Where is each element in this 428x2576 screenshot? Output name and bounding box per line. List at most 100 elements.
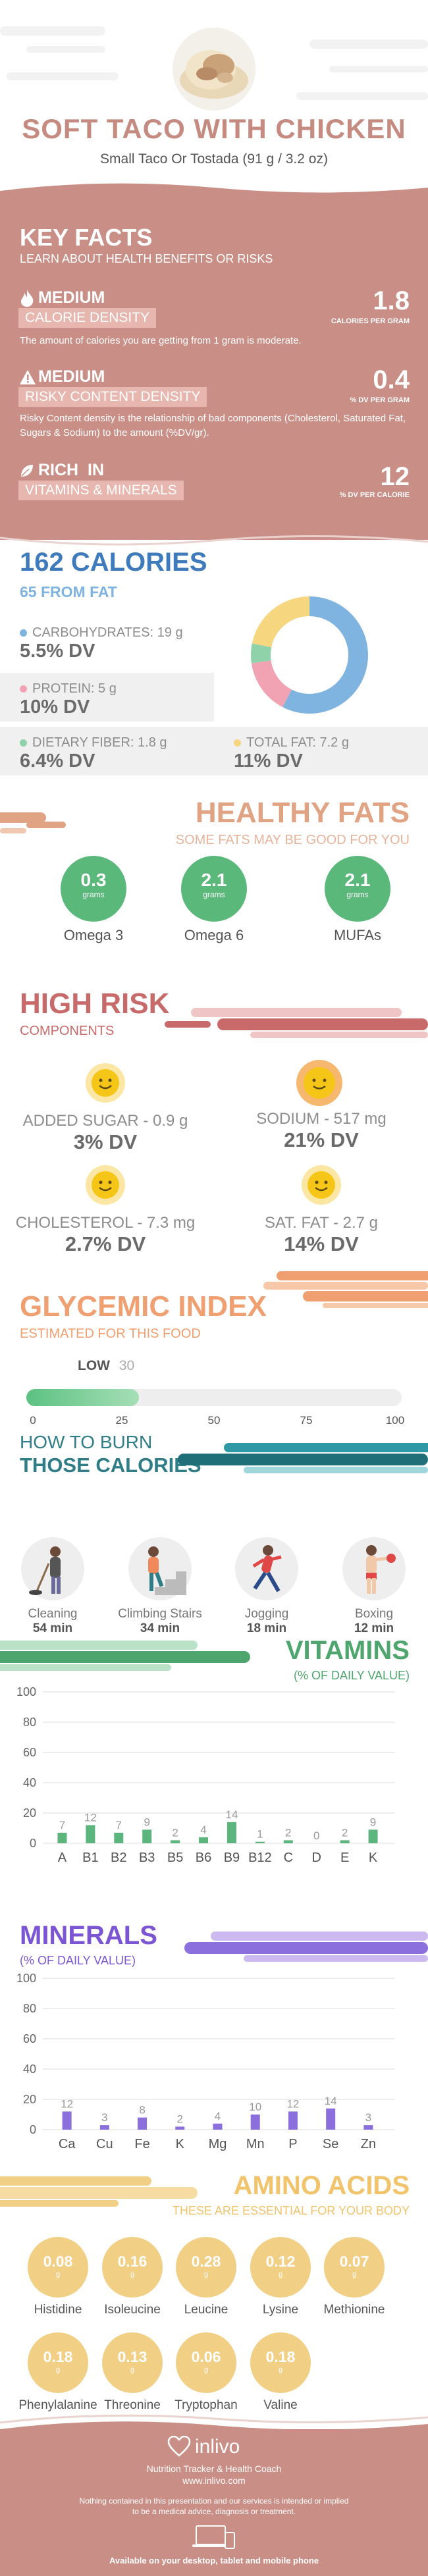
- x-tick-label: Mn: [246, 2137, 265, 2151]
- burn-title-2: THOSE CALORIES: [20, 1454, 201, 1477]
- omega6-name: Omega 6: [184, 927, 244, 943]
- burn-cleaning: Cleaning 54 min: [3, 1537, 102, 1636]
- bar: [62, 2111, 72, 2130]
- bar: [255, 1841, 265, 1843]
- jogging-min: 18 min: [246, 1621, 287, 1635]
- calories-from-fat: 65 FROM FAT: [20, 583, 117, 600]
- brand-name: inlivo: [195, 2436, 240, 2458]
- key-facts-subtitle: LEARN ABOUT HEALTH BENEFITS OR RISKS: [20, 252, 273, 265]
- x-tick-label: Cu: [96, 2137, 113, 2151]
- risk-stripes: [165, 1008, 428, 1038]
- header-stripes: [0, 0, 428, 197]
- burn-title-1: HOW TO BURN: [20, 1432, 153, 1452]
- amino-item: 0.07 g Methionine: [305, 2237, 404, 2317]
- bar: [250, 2115, 260, 2130]
- gi-value: 30: [119, 1358, 135, 1373]
- amino-item: 0.08 g Histidine: [9, 2237, 107, 2317]
- amino-circle: 0.08 g: [28, 2237, 88, 2298]
- bar: [138, 2117, 147, 2130]
- brand-site[interactable]: www.inlivo.com: [182, 2475, 246, 2486]
- cleaning-min: 54 min: [32, 1621, 73, 1635]
- amino-name: Isoleucine: [104, 2303, 161, 2317]
- bar-value-label: 7: [59, 1819, 65, 1831]
- macro-fat: TOTAL FAT: 7.2 g 11% DV: [234, 735, 349, 772]
- x-tick-label: B2: [111, 1851, 126, 1865]
- bar: [363, 2125, 373, 2130]
- sat-fat-dv: 14% DV: [284, 1232, 359, 1255]
- donut-slice: [251, 660, 292, 708]
- minerals-chart: 0 20 40 60 80 100 12 Ca 3 Cu 8 Fe 2 K 4 Mg 10 Mn 12 P 14 Se 3 Z…: [16, 1972, 395, 2151]
- brand-tagline: Nutrition Tracker & Health Coach: [146, 2463, 282, 2474]
- amino-item: 0.12 g Lysine: [231, 2237, 330, 2317]
- gi-tick-label: 0: [30, 1414, 36, 1427]
- amino-name: Leucine: [184, 2303, 228, 2317]
- macro-carbs: CARBOHYDRATES: 19 g 5.5% DV: [20, 625, 183, 662]
- y-tick-label: 100: [16, 1685, 36, 1698]
- risky-content-unit: % DV PER GRAM: [350, 396, 410, 404]
- calorie-density-unit: CALORIES PER GRAM: [331, 317, 410, 325]
- x-tick-label: Zn: [361, 2137, 376, 2151]
- devices-icon: [191, 2525, 237, 2554]
- x-tick-label: B3: [139, 1851, 155, 1865]
- amino-name: Threonine: [104, 2398, 161, 2412]
- y-tick-label: 40: [23, 2063, 36, 2076]
- bar: [283, 1840, 293, 1843]
- amino-circle: 0.18 g: [250, 2332, 311, 2393]
- rich-in-unit: % DV PER CALORIE: [339, 491, 410, 499]
- amino-value: 0.16: [117, 2253, 147, 2270]
- amino-unit: g: [55, 2271, 61, 2278]
- calories-title: 162 CALORIES: [20, 548, 207, 577]
- carbs-dv: 5.5% DV: [20, 641, 95, 662]
- risky-content-value: 0.4: [373, 365, 410, 394]
- amino-value: 0.18: [43, 2348, 73, 2365]
- x-tick-label: Mg: [209, 2137, 227, 2151]
- mufas-value: 2.1: [344, 870, 371, 890]
- amino-value: 0.06: [191, 2348, 221, 2365]
- gi-tick-label: 75: [300, 1414, 313, 1427]
- amino-name: Tryptophan: [174, 2398, 238, 2412]
- bar-value-label: 2: [172, 1826, 178, 1839]
- x-tick-label: K: [176, 2137, 185, 2151]
- rich-in-label: VITAMINS & MINERALS: [18, 481, 184, 500]
- calorie-density-desc: The amount of calories you are getting f…: [20, 335, 302, 346]
- fiber-dv: 6.4% DV: [20, 750, 95, 772]
- amino-name: Lysine: [262, 2303, 299, 2317]
- added-sugar-label: ADDED SUGAR - 0.9 g: [22, 1112, 188, 1130]
- x-tick-label: A: [58, 1851, 67, 1865]
- x-tick-label: E: [340, 1851, 349, 1865]
- amino-value: 0.13: [117, 2348, 147, 2365]
- protein-bg: [0, 673, 214, 722]
- serving-size: Small Taco Or Tostada (91 g / 3.2 oz): [100, 151, 328, 167]
- bar-value-label: 12: [286, 2097, 299, 2110]
- bar-value-label: 4: [200, 1824, 206, 1836]
- gi-tick-label: 50: [207, 1414, 221, 1427]
- amino-circle: 0.06 g: [176, 2332, 236, 2393]
- cleaning-icon: [21, 1537, 84, 1600]
- omega3-value: 0.3: [80, 870, 107, 890]
- protein-dot: [20, 685, 27, 693]
- warning-icon: [20, 370, 36, 388]
- amino-name: Histidine: [34, 2303, 82, 2317]
- disclaimer-line-2: to be a medical advice, diagnosis or tre…: [132, 2507, 296, 2516]
- protein-dv: 10% DV: [20, 697, 90, 718]
- bar: [199, 1837, 209, 1843]
- amino-circle: 0.07 g: [324, 2237, 385, 2298]
- fat-dv: 11% DV: [234, 750, 303, 772]
- vitamins-stripes: [0, 1641, 250, 1671]
- amino-item: 0.28 g Leucine: [157, 2237, 255, 2317]
- risk-smile-icon: [86, 1063, 125, 1103]
- sodium-dv: 21% DV: [284, 1128, 359, 1151]
- calorie-density-level: MEDIUM: [38, 288, 105, 307]
- jogging-name: Jogging: [244, 1607, 289, 1621]
- amino-item: 0.13 g Threonine: [83, 2332, 182, 2413]
- risk-added-sugar: ADDED SUGAR - 0.9 g 3% DV: [7, 1063, 204, 1154]
- y-tick-label: 100: [16, 1972, 36, 1985]
- fat-dot: [234, 739, 241, 747]
- bar-value-label: 10: [249, 2101, 261, 2113]
- x-tick-label: B1: [82, 1851, 98, 1865]
- vitamins-chart: 0204060801007A12B17B29B32B54B614B91B122C…: [16, 1685, 395, 1865]
- high-risk-subtitle: COMPONENTS: [20, 1024, 115, 1038]
- calorie-density-value: 1.8: [373, 286, 410, 315]
- amino-circle: 0.12 g: [250, 2237, 311, 2298]
- bar: [213, 2123, 223, 2130]
